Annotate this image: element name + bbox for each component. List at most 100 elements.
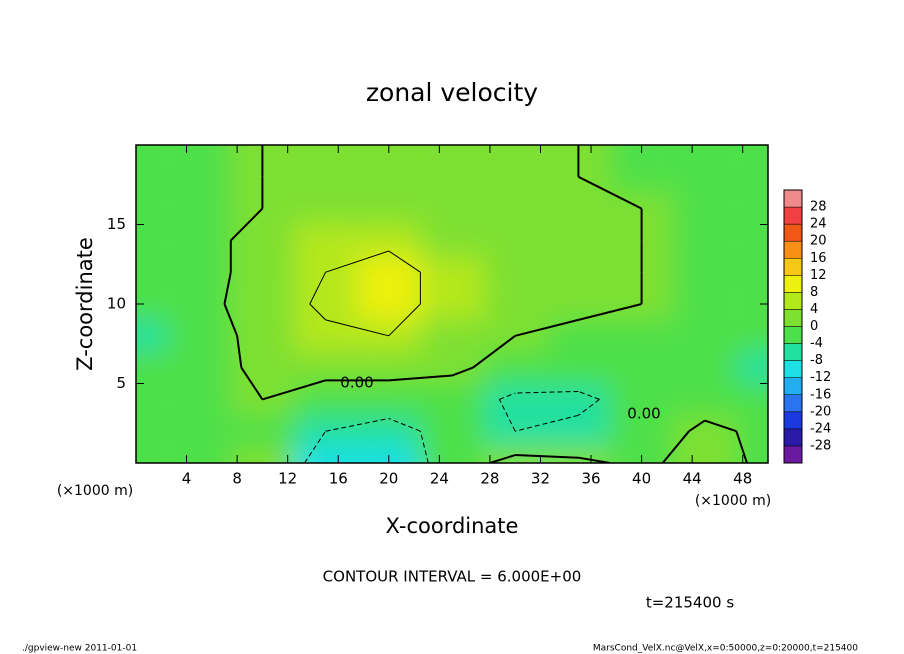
cell	[673, 224, 737, 257]
cell	[673, 351, 737, 384]
contour-line	[498, 399, 516, 432]
colorbar-band	[783, 275, 803, 293]
y-tick-label: 10	[107, 295, 126, 313]
cell	[136, 160, 168, 193]
cell	[167, 256, 231, 289]
cell	[673, 192, 737, 225]
y-axis-label: Z-coordinate	[73, 237, 97, 371]
contour-line	[304, 430, 327, 463]
colorbar-frame	[783, 189, 803, 464]
cell	[230, 415, 294, 448]
colorbar-band	[783, 360, 803, 378]
colorbar-label: 28	[810, 200, 827, 215]
colorbar-label: -8	[810, 353, 823, 368]
x-unit-label: (×1000 m)	[695, 493, 771, 509]
colorbar-band	[783, 394, 803, 413]
cell	[420, 224, 484, 257]
cell	[736, 447, 768, 463]
cell	[357, 256, 421, 289]
colorbar-band	[783, 309, 803, 327]
contour-line	[309, 303, 326, 321]
contour-line	[388, 303, 421, 337]
cell	[736, 351, 768, 384]
colorbar-band	[783, 206, 803, 225]
x-tick-label: 48	[733, 470, 752, 488]
cell	[673, 415, 737, 448]
cell	[167, 447, 231, 463]
cell	[546, 383, 610, 416]
contour-line	[262, 379, 326, 401]
cell	[420, 319, 484, 352]
cell	[736, 145, 768, 161]
cell	[610, 383, 674, 416]
cell	[673, 447, 737, 463]
contour-line	[578, 390, 600, 400]
colorbar-label: 16	[810, 251, 827, 266]
contour-line	[515, 390, 579, 394]
contour-line	[499, 392, 516, 400]
cell	[546, 351, 610, 384]
x-tick-label: 16	[329, 470, 348, 488]
cell	[483, 145, 547, 161]
contour-line	[388, 250, 421, 273]
x-tick-label: 20	[379, 470, 398, 488]
contour-line	[325, 250, 389, 273]
contour-line	[688, 419, 706, 433]
cell	[167, 383, 231, 416]
cell	[420, 145, 484, 161]
x-unit-label: (×1000 m)	[57, 483, 133, 499]
colorbar-label: 24	[810, 217, 827, 232]
contour-line	[223, 303, 239, 337]
cell	[610, 145, 674, 161]
contour-line	[388, 418, 421, 432]
cell	[230, 288, 294, 320]
contour-label: 0.00	[627, 405, 660, 423]
contour-line	[230, 207, 264, 242]
field	[136, 145, 768, 463]
cell	[136, 447, 168, 463]
cell	[736, 160, 768, 193]
cell	[483, 256, 547, 289]
contour-interval: CONTOUR INTERVAL = 6.000E+00	[323, 568, 582, 586]
x-tick-label: 4	[182, 470, 192, 488]
colorbar-band	[783, 428, 803, 447]
cell	[610, 415, 674, 448]
cell	[230, 447, 294, 463]
colorbar-label: 12	[810, 268, 827, 283]
cell	[294, 319, 358, 352]
x-tick-label: 28	[480, 470, 499, 488]
cell	[167, 351, 231, 384]
cell	[167, 192, 231, 225]
time-label: t=215400 s	[646, 594, 734, 612]
contour-line	[661, 430, 690, 463]
cell	[167, 145, 231, 161]
cell	[136, 319, 168, 352]
cell	[294, 160, 358, 193]
colorbar-band	[783, 240, 803, 259]
colorbar-label: 20	[810, 234, 827, 249]
contour-line	[419, 431, 429, 463]
contour-line	[578, 399, 600, 416]
colorbar-label: 0	[810, 319, 818, 334]
contour-line	[388, 374, 453, 382]
cell	[136, 351, 168, 384]
cell	[736, 224, 768, 257]
contour-label: 0.00	[340, 374, 373, 392]
colorbar-band	[783, 411, 803, 430]
cell	[483, 351, 547, 384]
contour-line	[489, 454, 516, 463]
cell	[294, 447, 358, 463]
cell	[136, 415, 168, 448]
cell	[483, 192, 547, 225]
contour-line	[514, 318, 579, 337]
colorbar-band	[783, 258, 803, 276]
colorbar-band	[783, 223, 803, 242]
cell	[294, 192, 358, 225]
contour-line	[704, 419, 737, 433]
contour-line	[578, 456, 611, 463]
cell	[167, 288, 231, 320]
cell	[294, 351, 358, 384]
cell	[420, 447, 484, 463]
contour-line	[578, 303, 642, 321]
contour-line	[325, 417, 389, 432]
